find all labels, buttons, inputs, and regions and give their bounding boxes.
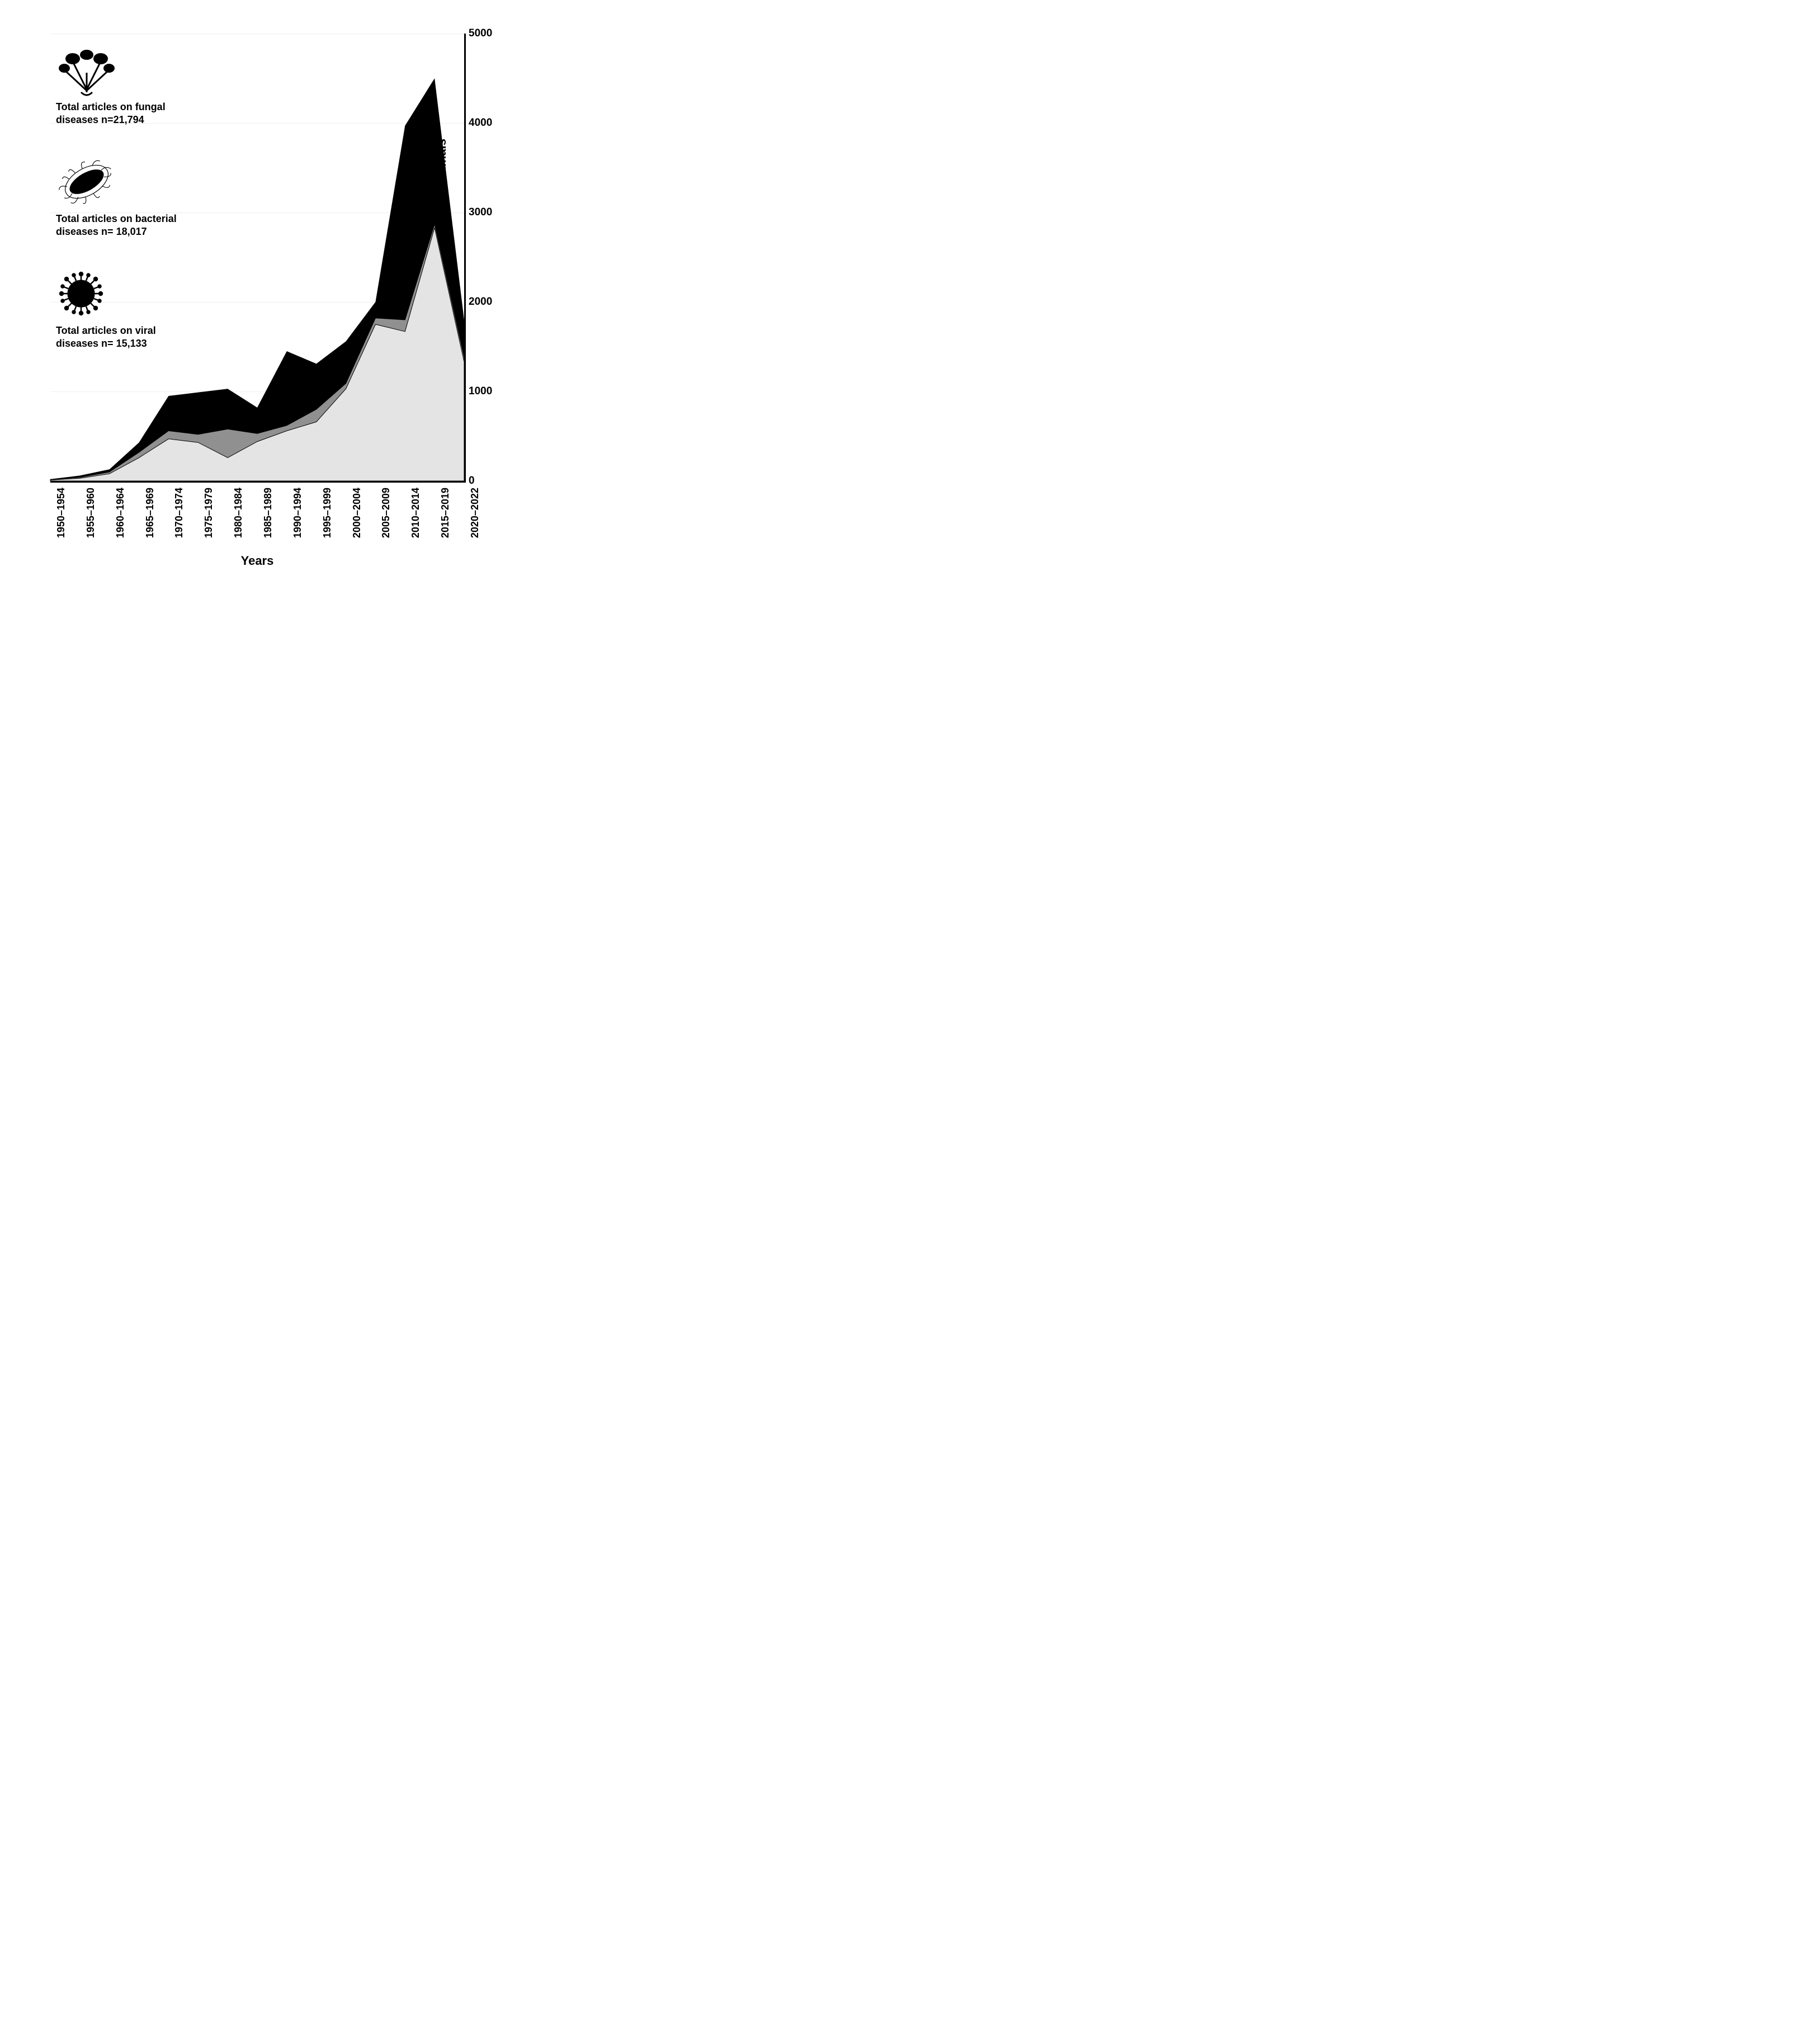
bacterium-icon — [56, 151, 177, 213]
x-tick-label: 1980–1984 — [233, 488, 244, 538]
legend-label-bacterial: Total articles on bacterial diseases n= … — [56, 213, 177, 238]
x-tick-label: 1950–1954 — [55, 488, 67, 538]
chart-container: Total articles on fungal diseases n=21,7… — [22, 22, 537, 582]
x-tick-label: 1960–1964 — [115, 488, 126, 538]
legend-fungal-line2: diseases n=21,794 — [56, 114, 144, 125]
x-tick-label: 1985–1989 — [262, 488, 274, 538]
x-tick-label: 1990–1994 — [292, 488, 304, 538]
legend-viral-line1: Total articles on viral — [56, 325, 156, 336]
x-tick-label: 1965–1969 — [144, 488, 156, 538]
x-tick-label: 2020–2022 — [469, 488, 481, 538]
mushroom-cluster-icon — [56, 39, 166, 101]
virus-icon — [56, 263, 156, 324]
legend-bacterial-line2: diseases n= 18,017 — [56, 226, 147, 237]
x-tick-label: 1955–1960 — [85, 488, 97, 538]
legend-item-bacterial: Total articles on bacterial diseases n= … — [56, 151, 177, 238]
legend-item-viral: Total articles on viral diseases n= 15,1… — [56, 263, 156, 350]
legend-fungal-line1: Total articles on fungal — [56, 101, 166, 112]
x-tick-label: 2000–2004 — [351, 488, 363, 538]
legend-item-fungal: Total articles on fungal diseases n=21,7… — [56, 39, 166, 126]
legend-label-viral: Total articles on viral diseases n= 15,1… — [56, 324, 156, 350]
legend-bacterial-line1: Total articles on bacterial — [56, 213, 177, 224]
plot-area: Total articles on fungal diseases n=21,7… — [50, 34, 466, 483]
y-tick-label: 5000 — [469, 27, 492, 40]
y-tick-label: 4000 — [469, 117, 492, 129]
y-tick-label: 1000 — [469, 385, 492, 398]
x-tick-label: 2010–2014 — [410, 488, 422, 538]
x-tick-label: 1975–1979 — [203, 488, 215, 538]
legend-label-fungal: Total articles on fungal diseases n=21,7… — [56, 101, 166, 126]
legend-viral-line2: diseases n= 15,133 — [56, 338, 147, 349]
x-tick-label: 2015–2019 — [440, 488, 451, 538]
x-axis-title: Years — [50, 554, 464, 568]
x-tick-label: 2005–2009 — [380, 488, 392, 538]
y-tick-label: 3000 — [469, 206, 492, 219]
x-tick-label: 1970–1974 — [173, 488, 185, 538]
y-tick-label: 0 — [469, 475, 475, 487]
x-tick-label: 1995–1999 — [322, 488, 333, 538]
y-tick-label: 2000 — [469, 296, 492, 308]
